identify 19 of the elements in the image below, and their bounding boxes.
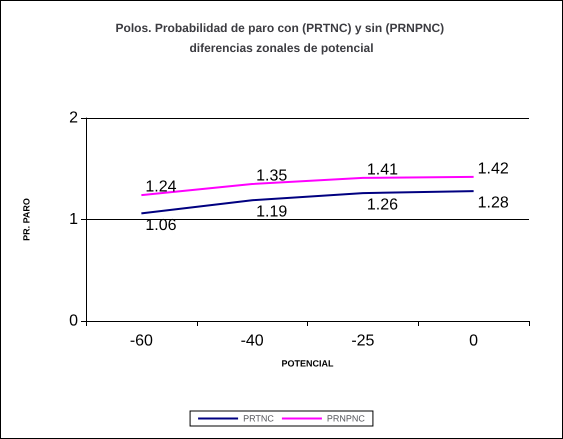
data-label: 1.41 xyxy=(366,161,398,178)
x-tick-label: 0 xyxy=(469,332,478,350)
legend-label: PRNPNC xyxy=(326,414,366,424)
y-axis-title: PR. PARO xyxy=(22,198,32,241)
x-tick-label: -40 xyxy=(240,332,264,350)
data-label: 1.28 xyxy=(478,194,509,212)
x-tick-label: -25 xyxy=(351,332,375,350)
legend-label: PRTNC xyxy=(243,414,274,424)
y-tick-label: 0 xyxy=(69,312,78,330)
y-tick-label: 2 xyxy=(69,110,78,126)
data-label: 1.42 xyxy=(478,160,509,178)
data-label: 1.19 xyxy=(256,204,288,221)
chart-title: Polos. Probabilidad de paro con (PRTNC) y sin (PRNPNC) diferencias zonales de potencial xyxy=(115,21,448,55)
data-label: 1.26 xyxy=(366,196,398,214)
data-label: 1.24 xyxy=(145,178,177,196)
y-tick-label: 1 xyxy=(69,211,78,228)
x-axis-title: POTENCIAL xyxy=(281,358,334,368)
data-label: 1.35 xyxy=(256,167,288,184)
x-tick-label: -60 xyxy=(130,332,154,350)
